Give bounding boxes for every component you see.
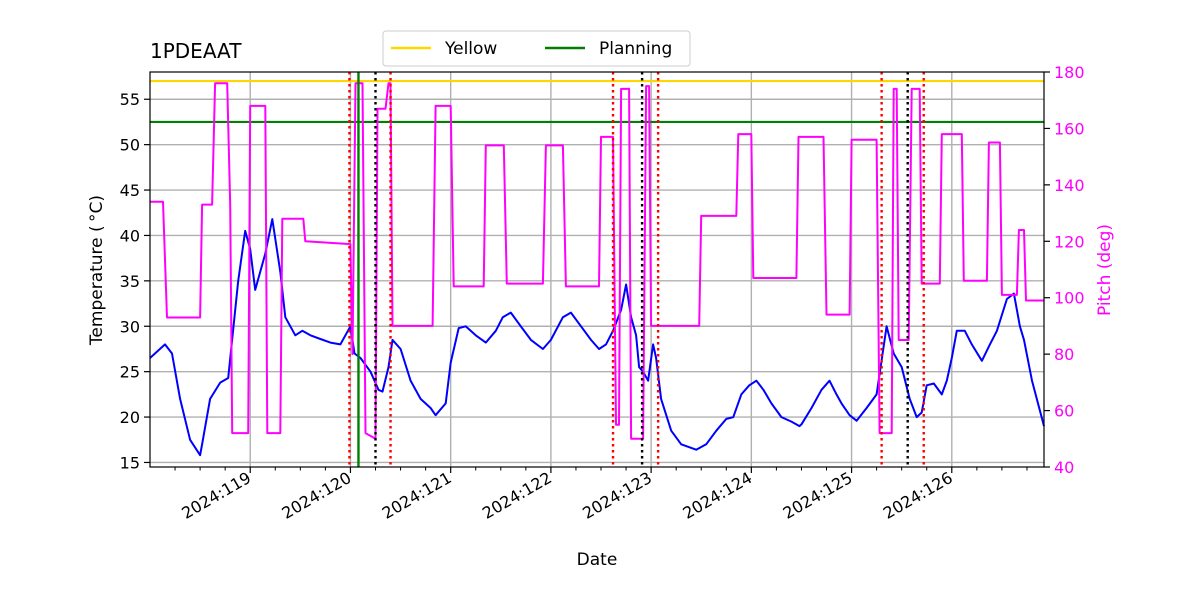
y2-tick-label: 80: [1054, 345, 1074, 364]
y-tick-label: 35: [120, 272, 140, 291]
y2-tick-label: 180: [1054, 63, 1085, 82]
vline-layer: [348, 72, 925, 467]
x-tick-label: 2024:122: [479, 468, 555, 523]
legend: Yellow Planning: [382, 30, 691, 67]
y-tick-label: 15: [120, 453, 140, 472]
y2-tick-label: 100: [1054, 289, 1085, 308]
y2-tick-label: 60: [1054, 402, 1074, 421]
y-tick-label: 45: [120, 181, 140, 200]
y-axis-left: 15 20 25 30 35 40 45 50 55: [120, 90, 150, 472]
x-tick-label: 2024:120: [279, 468, 355, 523]
legend-label-planning: Planning: [599, 39, 672, 59]
temperature-series-line: [149, 218, 1045, 457]
plot-frame: [149, 71, 1045, 468]
legend-box: [382, 30, 691, 67]
y2-tick-label: 120: [1054, 232, 1085, 251]
y2-tick-label: 40: [1054, 458, 1074, 477]
hline-layer: [150, 79, 1044, 124]
x-axis: 2024:119 2024:120 2024:121 2024:122 2024:123…: [174, 467, 1028, 523]
y-tick-label: 40: [120, 226, 140, 245]
chart-title: 1PDEAAT: [150, 39, 242, 63]
x-axis-label: Date: [577, 550, 618, 570]
series-layer: [149, 82, 1045, 457]
y-axis-right: 40 60 80 100 120 140 160 180: [1044, 63, 1085, 477]
y-tick-label: 55: [120, 90, 140, 109]
pitch-series-line: [150, 82, 1044, 440]
legend-label-yellow: Yellow: [444, 39, 497, 59]
x-tick-label: 2024:124: [679, 468, 755, 523]
y-axis-label: Temperature ( °C): [87, 195, 107, 346]
y2-axis-label: Pitch (deg): [1095, 224, 1115, 316]
y-tick-label: 50: [120, 136, 140, 155]
x-tick-label: 2024:121: [379, 468, 455, 523]
x-tick-label: 2024:125: [780, 468, 856, 523]
y-tick-label: 25: [120, 363, 140, 382]
y2-tick-label: 140: [1054, 176, 1085, 195]
y2-tick-label: 160: [1054, 119, 1085, 138]
x-tick-label: 2024:119: [178, 468, 254, 523]
x-tick-label: 2024:123: [579, 468, 655, 523]
y-tick-label: 20: [120, 408, 140, 427]
y-tick-label: 30: [120, 317, 140, 336]
x-tick-label: 2024:126: [880, 468, 956, 523]
